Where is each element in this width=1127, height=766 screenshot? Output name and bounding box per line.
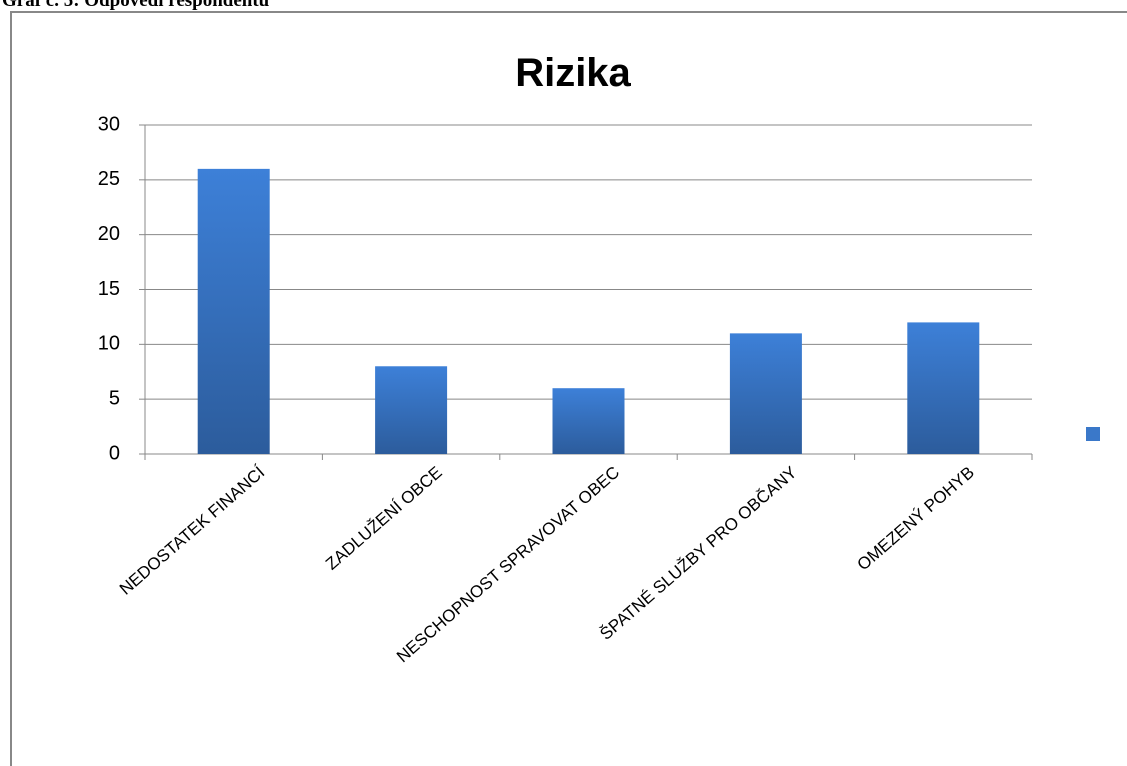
bar xyxy=(552,388,625,454)
y-tick-label: 0 xyxy=(109,442,120,464)
bar xyxy=(375,366,448,454)
y-tick-label: 10 xyxy=(98,333,120,355)
y-tick-label: 20 xyxy=(98,223,120,245)
y-tick-label: 15 xyxy=(98,278,120,300)
chart-title: Rizika xyxy=(515,51,631,95)
bar xyxy=(197,168,270,454)
y-tick-label: 30 xyxy=(98,113,120,135)
legend-marker xyxy=(1086,427,1100,441)
caption: Graf č. 5: Odpovědi respondentů xyxy=(2,0,270,11)
bar xyxy=(729,333,802,454)
y-tick-label: 5 xyxy=(109,387,120,409)
bar xyxy=(907,322,980,454)
y-tick-label: 25 xyxy=(98,168,120,190)
